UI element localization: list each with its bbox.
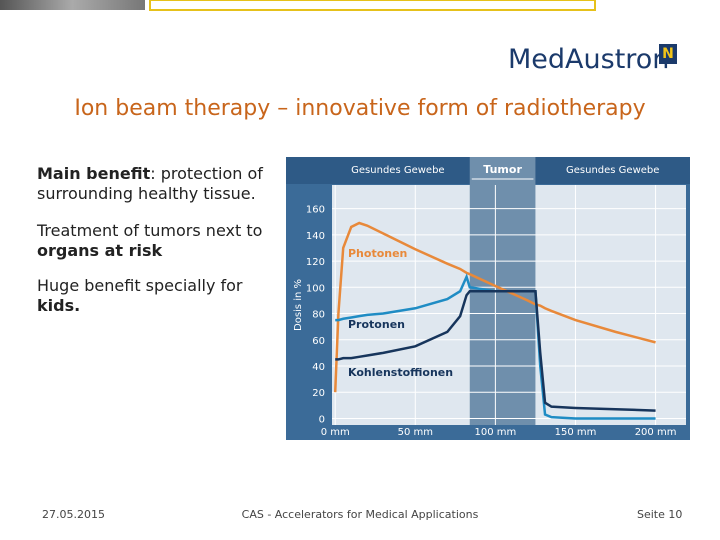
y-tick-label: 60	[312, 336, 325, 347]
x-tick-label: 100 mm	[475, 427, 517, 438]
logo-badge: N	[659, 44, 677, 64]
region-label: Gesundes Gewebe	[566, 165, 659, 176]
series-line	[333, 221, 656, 393]
series-line	[335, 273, 656, 420]
slide-title: Ion beam therapy – innovative form of ra…	[74, 96, 646, 121]
bullet: Main benefit: protection of surrounding …	[37, 164, 272, 204]
y-tick-label: 140	[306, 231, 325, 242]
top-bar	[149, 0, 596, 11]
bullet-text: Main benefit	[37, 164, 151, 183]
top-strip	[0, 0, 145, 10]
y-tick-label: 40	[312, 362, 325, 373]
bullet: Huge benefit specially for kids.	[37, 276, 272, 316]
tumor-label: Tumor	[483, 163, 522, 176]
bullet-text: Treatment of tumors next to	[37, 221, 263, 240]
logo: MedAustron	[508, 44, 670, 75]
y-tick-label: 100	[306, 283, 325, 294]
bullet-text: organs at risk	[37, 241, 163, 260]
series-label: Protonen	[348, 318, 405, 331]
y-tick-label: 80	[312, 310, 325, 321]
y-tick-label: 120	[306, 257, 325, 268]
bullet-text: kids.	[37, 296, 81, 315]
y-tick-label: 0	[319, 414, 325, 425]
footer-page: Seite 10	[637, 508, 683, 521]
bullet-text: : protection of surrounding healthy tiss…	[37, 164, 263, 203]
x-tick-label: 50 mm	[398, 427, 433, 438]
region-label: Gesundes Gewebe	[351, 165, 444, 176]
bullet-text: Huge benefit specially for	[37, 276, 243, 295]
series-line	[335, 289, 656, 412]
x-tick-label: 150 mm	[555, 427, 597, 438]
series-label: Kohlenstoffionen	[348, 366, 453, 379]
footer-date: 27.05.2015	[42, 508, 105, 521]
y-axis-label: Dosis in %	[293, 279, 304, 331]
footer-text: CAS - Accelerators for Medical Applicati…	[241, 508, 479, 521]
x-tick-label: 0 mm	[321, 427, 350, 438]
bullet: Treatment of tumors next to organs at ri…	[37, 221, 272, 261]
y-tick-label: 20	[312, 388, 325, 399]
y-tick-label: 160	[306, 205, 325, 216]
series-label: Photonen	[348, 247, 407, 260]
x-tick-label: 200 mm	[635, 427, 677, 438]
